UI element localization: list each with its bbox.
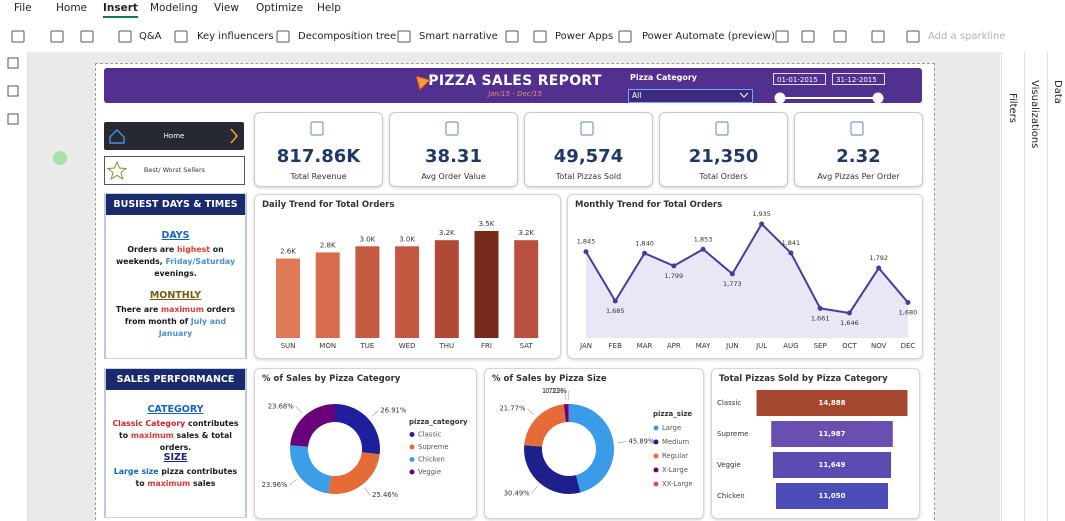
insight-text-segment: Orders are	[127, 245, 177, 254]
menu-tab[interactable]: Home	[56, 2, 88, 14]
insight-heading: DAYS	[161, 230, 190, 241]
kpi-label: Total Orders	[699, 172, 748, 181]
toolbar-button[interactable]: Power Automate (preview)	[642, 31, 775, 42]
pane-divider	[1024, 52, 1025, 521]
kpi-value: 2.32	[836, 146, 881, 167]
report-title: PIZZA SALES REPORT	[428, 73, 602, 89]
chart-card: % of Sales by Pizza Size	[484, 368, 704, 519]
chart-title: Daily Trend for Total Orders	[262, 200, 395, 210]
menu-tab[interactable]: View	[214, 2, 239, 14]
date-input[interactable]: 31-12-2015	[832, 73, 885, 85]
chart-title: Monthly Trend for Total Orders	[575, 200, 723, 210]
insight-text: Classic Category contributes to maximum …	[112, 418, 239, 454]
chart-card: Daily Trend for Total Orders	[254, 194, 561, 359]
insight-text-segment: maximum	[147, 479, 191, 488]
insight-heading: MONTHLY	[149, 290, 202, 301]
menu-tab[interactable]: Optimize	[256, 2, 304, 14]
insight-text-segment: maximum	[160, 305, 204, 314]
insight-text: Orders are highest on weekends, Friday/S…	[112, 244, 239, 280]
insight-text-segment: July and January	[158, 317, 227, 338]
insight-text-segment: orders from month of	[124, 305, 236, 326]
insight-title: BUSIEST DAYS & TIMES	[106, 194, 245, 215]
chart-card: % of Sales by Pizza Category	[254, 368, 477, 519]
filter-dropdown[interactable]: All	[628, 89, 753, 103]
insight-panel: BUSIEST DAYS & TIMES DAYS Orders are highe…	[104, 193, 247, 359]
pane-tab[interactable]: Data	[1052, 80, 1063, 104]
nav-home[interactable]: Home	[104, 122, 244, 150]
date-input[interactable]: 01-01-2015	[773, 73, 826, 85]
toolbar-button[interactable]: Q&A	[139, 31, 162, 42]
toolbar-button[interactable]: Key influencers	[197, 31, 274, 42]
kpi-value: 817.86K	[276, 146, 361, 167]
insight-heading: SIZE	[163, 452, 188, 463]
chart-card: Monthly Trend for Total Orders	[567, 194, 923, 359]
kpi-card: 38.31 Avg Order Value	[389, 112, 518, 187]
insight-heading: CATEGORY	[147, 404, 204, 415]
pane-divider	[1047, 52, 1048, 521]
insight-text-segment: on weekends,	[115, 245, 224, 266]
report-subtitle: Jan/15 - Dec/15	[488, 90, 542, 98]
kpi-value: 49,574	[553, 146, 624, 167]
insight-text: Large size pizza contributes to maximum …	[112, 466, 239, 490]
toolbar-button[interactable]: Add a sparkline	[928, 31, 1006, 42]
insight-title: SALES PERFORMANCE	[106, 369, 245, 390]
kpi-card: 817.86K Total Revenue	[254, 112, 383, 187]
kpi-value: 21,350	[688, 146, 759, 167]
kpi-card: 21,350 Total Orders	[659, 112, 788, 187]
chart-title: Total Pizzas Sold by Pizza Category	[719, 374, 888, 384]
pane-tab[interactable]: Visualizations	[1029, 80, 1040, 149]
chart-title: % of Sales by Pizza Size	[492, 374, 607, 384]
kpi-label: Avg Order Value	[421, 172, 486, 181]
pane-tab[interactable]: Filters	[1007, 93, 1018, 123]
chart-title: % of Sales by Pizza Category	[262, 374, 401, 384]
kpi-card: 2.32 Avg Pizzas Per Order	[794, 112, 923, 187]
toolbar-button[interactable]: Power Apps	[555, 31, 614, 42]
insight-text-segment: highest	[177, 245, 211, 254]
insight-text-segment: maximum	[130, 431, 174, 440]
chart-card: Total Pizzas Sold by Pizza Category	[711, 368, 920, 519]
toolbar-button[interactable]: Decomposition tree	[298, 31, 397, 42]
nav-best-worst[interactable]: Best/ Worst Sellers	[104, 156, 245, 185]
insight-text-segment: There are	[115, 305, 161, 314]
insight-panel: SALES PERFORMANCE CATEGORY Classic Categor…	[104, 368, 247, 518]
insight-text-segment: evenings.	[154, 269, 197, 278]
menu-tab[interactable]: File	[14, 2, 32, 14]
toolbar-button[interactable]: Smart narrative	[419, 31, 498, 42]
insight-text-segment: contributes to	[119, 419, 239, 440]
kpi-label: Total Revenue	[290, 172, 347, 181]
insight-text-segment: Classic Category	[112, 419, 186, 428]
insight-text-segment: sales & total orders.	[159, 431, 232, 452]
kpi-label: Avg Pizzas Per Order	[817, 172, 900, 181]
kpi-card: 49,574 Total Pizzas Sold	[524, 112, 653, 187]
insight-text-segment: Friday/Saturday	[165, 257, 236, 266]
menu-tab[interactable]: Help	[317, 2, 341, 14]
side-panes	[1001, 52, 1065, 521]
view-rail	[0, 52, 28, 521]
kpi-value: 38.31	[425, 146, 482, 167]
insight-text: There are maximum orders from month of J…	[112, 304, 239, 340]
menu-tab[interactable]: Insert	[103, 2, 138, 18]
menu-tab[interactable]: Modeling	[150, 2, 198, 14]
insight-text-segment: sales	[190, 479, 216, 488]
kpi-label: Total Pizzas Sold	[555, 172, 622, 181]
insight-text-segment: Large size	[113, 467, 159, 476]
filter-label: Pizza Category	[630, 73, 698, 82]
insight-text-segment: pizza contributes to	[135, 467, 238, 488]
